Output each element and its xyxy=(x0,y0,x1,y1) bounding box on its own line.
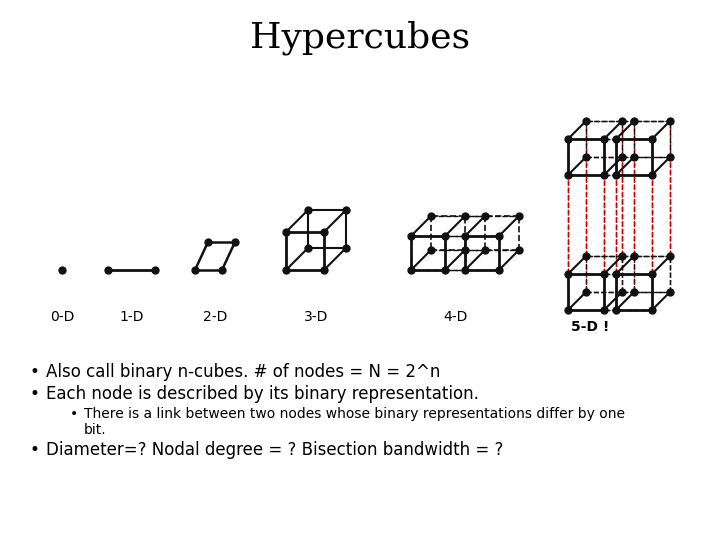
Text: 0-D: 0-D xyxy=(50,310,74,324)
Text: Diameter=? Nodal degree = ? Bisection bandwidth = ?: Diameter=? Nodal degree = ? Bisection ba… xyxy=(46,441,503,459)
Text: 2-D: 2-D xyxy=(203,310,228,324)
Text: 4-D: 4-D xyxy=(443,310,467,324)
Text: •: • xyxy=(30,441,40,459)
Text: Each node is described by its binary representation.: Each node is described by its binary rep… xyxy=(46,385,479,403)
Text: Hypercubes: Hypercubes xyxy=(250,21,470,55)
Text: 1-D: 1-D xyxy=(120,310,144,324)
Text: •: • xyxy=(30,363,40,381)
Text: •: • xyxy=(30,385,40,403)
Text: •: • xyxy=(70,407,78,421)
Text: 5-D !: 5-D ! xyxy=(571,320,609,334)
Text: Also call binary n-cubes. # of nodes = N = 2^n: Also call binary n-cubes. # of nodes = N… xyxy=(46,363,441,381)
Text: bit.: bit. xyxy=(84,423,107,437)
Text: 3-D: 3-D xyxy=(304,310,328,324)
Text: There is a link between two nodes whose binary representations differ by one: There is a link between two nodes whose … xyxy=(84,407,625,421)
